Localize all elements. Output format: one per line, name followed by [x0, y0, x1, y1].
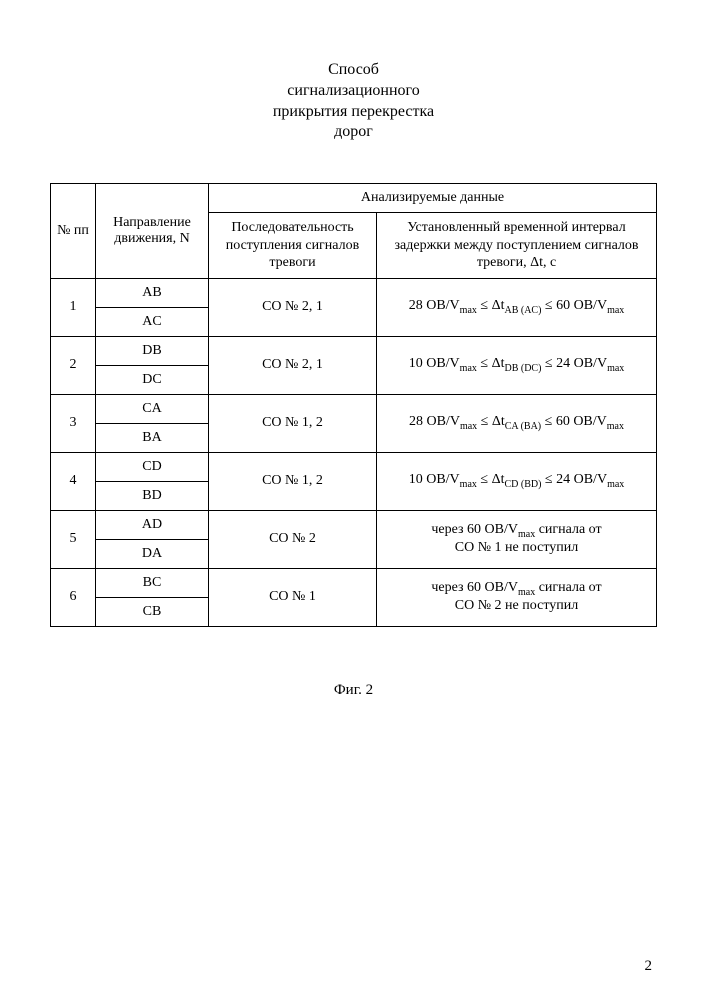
int-sub: DB (DC) [504, 363, 541, 374]
int-sub: max [460, 363, 477, 374]
int-text: ≤ 24 OB/V [541, 472, 607, 487]
int-text: ≤ Δt [477, 472, 505, 487]
int-sub: max [518, 529, 535, 540]
cell-seq: СО № 2 [209, 510, 377, 568]
int-sub: max [460, 421, 477, 432]
int-sub: max [518, 587, 535, 598]
table-row: 3 CA СО № 1, 2 28 OB/Vmax ≤ ΔtCA (BA) ≤ … [51, 394, 657, 423]
page: Способ сигнализационного прикрытия перек… [0, 0, 707, 1000]
cell-seq: СО № 2, 1 [209, 278, 377, 336]
table-row: 5 AD СО № 2 через 60 OB/Vmax сигнала от … [51, 510, 657, 539]
int-text: ≤ 60 OB/V [541, 414, 607, 429]
cell-dir: BA [96, 423, 209, 452]
table-row: 4 CD СО № 1, 2 10 OB/Vmax ≤ ΔtCD (BD) ≤ … [51, 452, 657, 481]
cell-interval: 10 OB/Vmax ≤ ΔtCD (BD) ≤ 24 OB/Vmax [377, 452, 657, 510]
int-text: 10 OB/V [409, 356, 460, 371]
header-interval: Установленный временной интервал задержк… [377, 213, 657, 279]
cell-seq: СО № 2, 1 [209, 336, 377, 394]
int-sub: CA (BA) [505, 421, 541, 432]
int-sub: max [607, 363, 624, 374]
int-sub: max [460, 305, 477, 316]
header-seq: Последовательность поступления сигналов … [209, 213, 377, 279]
cell-dir: AB [96, 278, 209, 307]
header-dir: Направление движения, N [96, 184, 209, 279]
cell-num: 6 [51, 568, 96, 626]
int-text: 28 OB/V [409, 298, 460, 313]
int-text: ≤ Δt [477, 298, 505, 313]
title-line-2: сигнализационного [50, 81, 657, 102]
cell-num: 3 [51, 394, 96, 452]
header-num: № пп [51, 184, 96, 279]
int-sub: CD (BD) [504, 479, 541, 490]
cell-dir: AD [96, 510, 209, 539]
title-line-4: дорог [50, 122, 657, 143]
cell-interval: 28 OB/Vmax ≤ ΔtCA (BA) ≤ 60 OB/Vmax [377, 394, 657, 452]
int-sub: max [607, 305, 624, 316]
int-text: 10 OB/V [409, 472, 460, 487]
cell-dir: DC [96, 365, 209, 394]
cell-seq: СО № 1, 2 [209, 452, 377, 510]
int-text: сигнала от [535, 580, 601, 595]
cell-dir: BC [96, 568, 209, 597]
cell-dir: CB [96, 597, 209, 626]
cell-dir: CD [96, 452, 209, 481]
int-text: через 60 OB/V [431, 522, 518, 537]
cell-dir: BD [96, 481, 209, 510]
cell-interval: через 60 OB/Vmax сигнала от СО № 2 не по… [377, 568, 657, 626]
cell-seq: СО № 1, 2 [209, 394, 377, 452]
int-text: ≤ 24 OB/V [541, 356, 607, 371]
cell-dir: AC [96, 307, 209, 336]
cell-dir: DB [96, 336, 209, 365]
cell-interval: через 60 OB/Vmax сигнала от СО № 1 не по… [377, 510, 657, 568]
cell-seq: СО № 1 [209, 568, 377, 626]
title-line-3: прикрытия перекрестка [50, 102, 657, 123]
int-text: ≤ Δt [477, 414, 505, 429]
cell-interval: 10 OB/Vmax ≤ ΔtDB (DC) ≤ 24 OB/Vmax [377, 336, 657, 394]
int-text: СО № 1 не поступил [455, 540, 578, 555]
int-text: ≤ Δt [477, 356, 505, 371]
cell-dir: DA [96, 539, 209, 568]
table-row: 6 BC СО № 1 через 60 OB/Vmax сигнала от … [51, 568, 657, 597]
title-line-1: Способ [50, 60, 657, 81]
title-block: Способ сигнализационного прикрытия перек… [50, 60, 657, 143]
int-text: сигнала от [535, 522, 601, 537]
int-text: через 60 OB/V [431, 580, 518, 595]
int-text: ≤ 60 OB/V [541, 298, 607, 313]
int-sub: max [460, 479, 477, 490]
cell-num: 2 [51, 336, 96, 394]
table-header-row-1: № пп Направление движения, N Анализируем… [51, 184, 657, 213]
cell-interval: 28 OB/Vmax ≤ ΔtAB (AC) ≤ 60 OB/Vmax [377, 278, 657, 336]
header-analyzed: Анализируемые данные [209, 184, 657, 213]
int-text: 28 OB/V [409, 414, 460, 429]
table-row: 1 AB СО № 2, 1 28 OB/Vmax ≤ ΔtAB (AC) ≤ … [51, 278, 657, 307]
int-sub: max [607, 479, 624, 490]
page-number: 2 [645, 958, 653, 975]
int-text: СО № 2 не поступил [455, 598, 578, 613]
data-table: № пп Направление движения, N Анализируем… [50, 183, 657, 627]
cell-dir: CA [96, 394, 209, 423]
cell-num: 5 [51, 510, 96, 568]
figure-caption: Фиг. 2 [50, 682, 657, 699]
cell-num: 1 [51, 278, 96, 336]
table-row: 2 DB СО № 2, 1 10 OB/Vmax ≤ ΔtDB (DC) ≤ … [51, 336, 657, 365]
int-sub: max [607, 421, 624, 432]
cell-num: 4 [51, 452, 96, 510]
int-sub: AB (AC) [504, 305, 541, 316]
